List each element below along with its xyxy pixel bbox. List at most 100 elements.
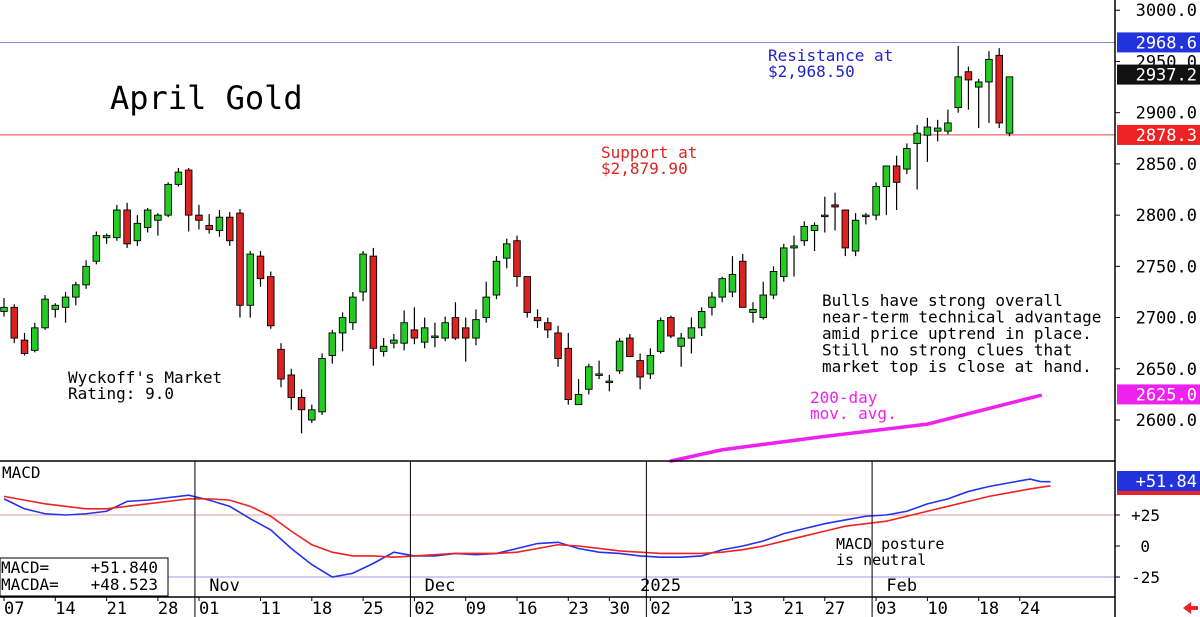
candle-body xyxy=(72,284,80,298)
candle-body xyxy=(51,304,60,310)
candle-body xyxy=(995,54,1003,124)
candle xyxy=(728,256,737,298)
candle xyxy=(20,332,29,356)
candle xyxy=(400,310,408,351)
macd-tick-label: -25 xyxy=(1131,568,1160,587)
macd-line xyxy=(3,478,1051,578)
candle-body xyxy=(892,165,901,183)
candle xyxy=(708,291,716,316)
rating-annotation: Wyckoff's Market xyxy=(68,368,222,387)
arrow-shape xyxy=(1183,602,1198,614)
candle xyxy=(225,212,234,246)
price-tick-label: 2600.0 xyxy=(1136,411,1197,431)
macd-readout-value: +48.523 xyxy=(91,575,158,594)
candle xyxy=(605,374,614,392)
candle xyxy=(369,247,378,366)
day-tick-label: 11 xyxy=(261,599,281,617)
candle-body xyxy=(769,271,778,296)
candle-body xyxy=(564,347,573,400)
candle xyxy=(318,353,326,415)
candle-body xyxy=(349,296,357,324)
price-tag: 2625.0 xyxy=(1136,385,1197,405)
candle xyxy=(72,281,80,306)
chart-title: April Gold xyxy=(110,79,303,117)
candle xyxy=(359,250,367,302)
candle-body xyxy=(143,209,152,228)
candle-body xyxy=(913,132,921,144)
candle xyxy=(410,307,419,345)
candle-body xyxy=(831,204,839,208)
candle-body xyxy=(390,339,398,344)
candle-body xyxy=(195,214,203,221)
candle xyxy=(113,204,121,241)
candle-body xyxy=(61,296,70,308)
candle-body xyxy=(410,329,419,339)
candle xyxy=(277,343,285,388)
candle xyxy=(923,117,932,162)
candle xyxy=(297,389,306,434)
candle xyxy=(1005,76,1014,137)
resistance-annotation: $2,968.50 xyxy=(768,62,855,81)
day-tick-label: 23 xyxy=(568,599,588,617)
day-tick-label: 18 xyxy=(312,599,332,617)
candle xyxy=(595,360,603,380)
candle-body xyxy=(338,317,347,334)
candle-body xyxy=(287,374,296,398)
month-label: 2025 xyxy=(640,576,681,596)
candle-body xyxy=(20,339,29,354)
candle xyxy=(10,304,19,344)
candle xyxy=(51,303,60,318)
candle xyxy=(133,215,142,246)
candle xyxy=(533,309,542,328)
candle xyxy=(697,307,706,337)
month-label: Nov xyxy=(209,576,240,596)
day-tick-label: 01 xyxy=(199,599,219,617)
candle xyxy=(564,332,573,405)
candle-body xyxy=(974,81,983,88)
price-tag-bg xyxy=(1117,64,1200,85)
candle xyxy=(174,168,183,187)
macd-annotation: MACD posture xyxy=(836,535,944,553)
candle xyxy=(646,348,655,380)
price-tick-label: 2800.0 xyxy=(1136,206,1197,226)
candle xyxy=(102,233,111,244)
candle xyxy=(810,222,819,251)
price-tag-bg xyxy=(1117,124,1200,145)
candle-body xyxy=(164,183,172,216)
candle-body xyxy=(215,216,224,231)
price-tag-bg xyxy=(1117,384,1200,405)
macd-value-tag-bg xyxy=(1117,471,1200,491)
candle xyxy=(472,309,480,346)
candle xyxy=(82,260,90,289)
red-left-arrow-icon[interactable] xyxy=(1183,602,1198,614)
candle-body xyxy=(369,255,378,349)
candle-body xyxy=(790,245,798,249)
candle xyxy=(215,210,224,237)
candle-body xyxy=(123,209,131,245)
resistance-annotation: Resistance at xyxy=(768,46,893,65)
price-tick-label: 2900.0 xyxy=(1136,104,1197,124)
candle-body xyxy=(431,335,439,338)
day-tick-label: 28 xyxy=(158,599,178,617)
candle xyxy=(502,238,511,269)
candle xyxy=(390,333,398,349)
day-tick-label: 21 xyxy=(784,599,804,617)
candle-body xyxy=(308,409,316,421)
candle-body xyxy=(687,327,696,339)
candle-body xyxy=(862,214,870,218)
candle xyxy=(995,48,1003,129)
price-tick-label: 2650.0 xyxy=(1136,360,1197,380)
moving-average xyxy=(669,393,1043,463)
candle-body xyxy=(31,327,39,351)
candle-body xyxy=(728,274,737,293)
candle xyxy=(615,338,624,374)
day-tick-label: 09 xyxy=(466,599,486,617)
candle-body xyxy=(41,298,49,329)
day-tick-label: 30 xyxy=(609,599,629,617)
candle-body xyxy=(1005,76,1014,134)
candle-body xyxy=(461,327,470,339)
candle xyxy=(862,213,870,225)
candle xyxy=(164,182,172,218)
commentary-annotation: Still no strong clues that xyxy=(822,341,1072,360)
